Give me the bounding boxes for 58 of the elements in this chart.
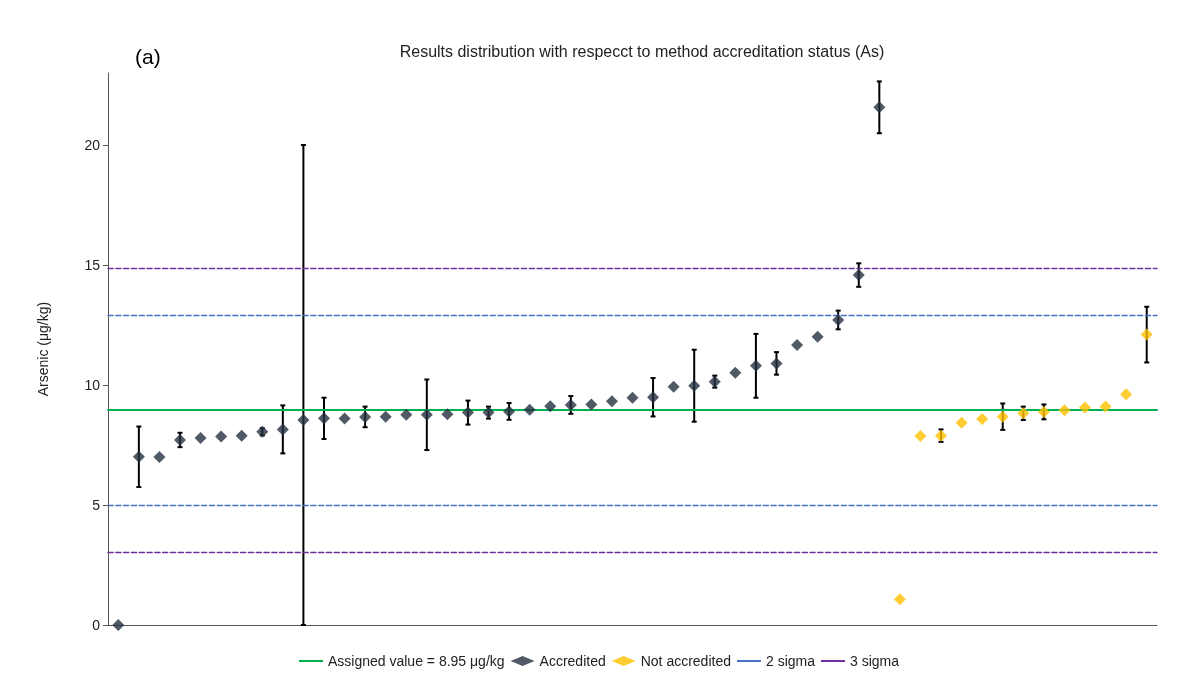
- point: [605, 395, 618, 408]
- chart-title: Results distribution with respecct to method accreditation status (As): [399, 42, 885, 60]
- point: [647, 391, 660, 404]
- point: [1079, 401, 1092, 414]
- y-tick-label: 5: [92, 497, 101, 513]
- point: [955, 416, 968, 429]
- point: [338, 412, 351, 425]
- y-tick-label: 20: [84, 137, 101, 153]
- legend-label: 2 sigma: [765, 653, 816, 669]
- point: [688, 379, 701, 392]
- point: [1037, 405, 1050, 418]
- point: [791, 338, 804, 351]
- point: [852, 269, 865, 282]
- point: [564, 398, 577, 411]
- y-tick-label: 0: [92, 617, 101, 633]
- point: [544, 400, 557, 413]
- point: [873, 101, 886, 114]
- point: [976, 413, 989, 426]
- point: [215, 430, 228, 443]
- point: [400, 408, 413, 421]
- legend-label: Accredited: [539, 653, 606, 669]
- legend-label: Assigned value = 8.95 μg/kg: [327, 653, 505, 669]
- point: [996, 410, 1009, 423]
- point: [132, 450, 145, 463]
- point: [461, 406, 474, 419]
- point: [1058, 404, 1071, 417]
- point: [317, 412, 330, 425]
- point: [235, 429, 248, 442]
- point: [194, 432, 207, 445]
- y-tick-label: 10: [84, 377, 101, 393]
- point: [893, 593, 906, 606]
- point: [626, 391, 639, 404]
- point: [770, 357, 783, 370]
- point: [832, 313, 845, 326]
- point: [1120, 388, 1133, 401]
- text: (a): [135, 45, 161, 68]
- point: [811, 330, 824, 343]
- point: [112, 619, 125, 631]
- point: [441, 408, 454, 421]
- point: [1140, 328, 1153, 341]
- point: [1099, 400, 1112, 413]
- legend-label: 3 sigma: [849, 653, 900, 669]
- y-tick-label: 15: [84, 257, 101, 273]
- point: [585, 398, 598, 411]
- point: [297, 414, 310, 427]
- y-axis-title: Arsenic (μg/kg): [35, 301, 51, 397]
- point: [503, 405, 516, 418]
- point: [749, 359, 762, 372]
- legend-label: Not accredited: [640, 653, 731, 669]
- point: [359, 410, 372, 423]
- point: [153, 451, 166, 463]
- point: [420, 408, 433, 421]
- point: [667, 380, 680, 393]
- point: [914, 429, 927, 442]
- point: [729, 366, 742, 379]
- point: [276, 423, 289, 436]
- point: [523, 403, 536, 416]
- point: [379, 410, 392, 423]
